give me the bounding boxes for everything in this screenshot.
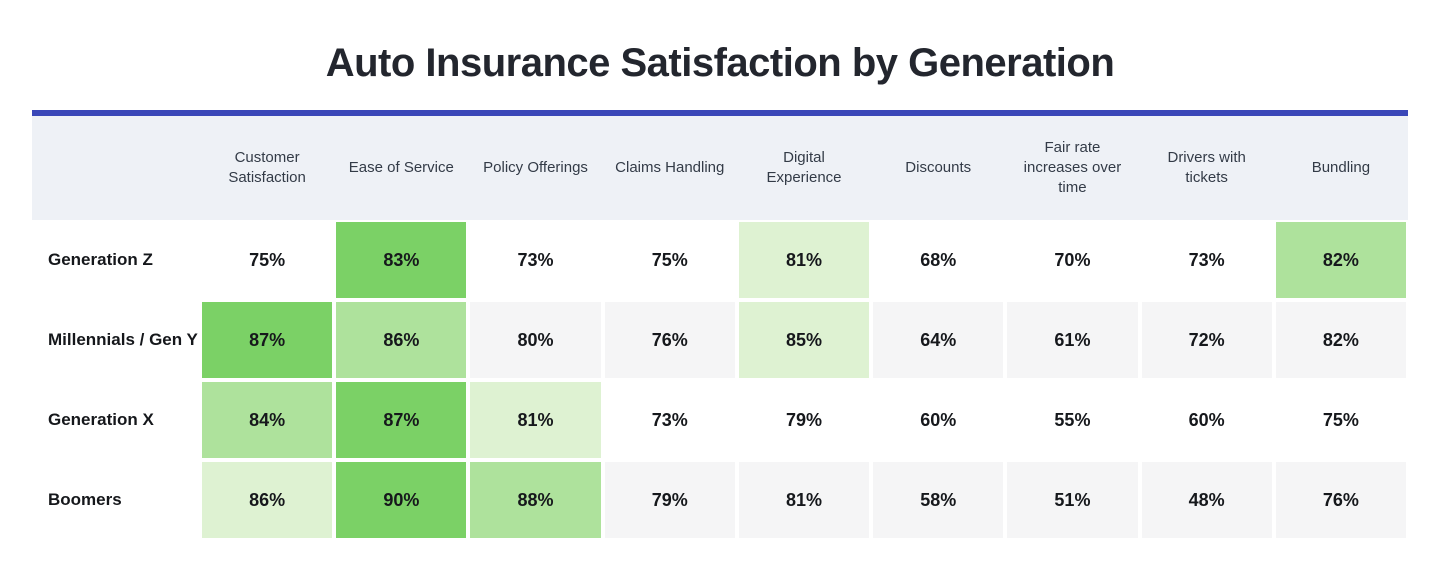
header-digital-experience: Digital Experience — [766, 148, 842, 186]
heat-cell: 81% — [738, 222, 870, 298]
heat-cell: 72% — [1141, 302, 1272, 378]
heat-cell: 76% — [604, 302, 735, 378]
heat-cell: 83% — [336, 222, 467, 298]
heat-cell: 80% — [470, 302, 601, 378]
heat-cell: 73% — [604, 382, 735, 458]
heat-cell: 73% — [470, 222, 601, 298]
heat-cell: 81% — [738, 462, 870, 538]
header-bundling: Bundling — [1311, 158, 1371, 176]
heat-cell: 64% — [873, 302, 1004, 378]
header-ease-of-service: Ease of Service — [348, 158, 454, 176]
heat-cell: 88% — [470, 462, 601, 538]
heat-cell: 79% — [738, 382, 870, 458]
header-discounts: Discounts — [905, 158, 972, 176]
heat-cell: 86% — [202, 462, 333, 538]
header-customer-satisfaction: Customer Satisfaction — [228, 148, 306, 186]
row-label: Millennials / Gen Y — [32, 300, 200, 380]
header-drivers-with-tickets: Drivers with tickets — [1167, 148, 1246, 186]
table-row-millennials-gen-y: Millennials / Gen Y 87% 86% 80% 76% 85% … — [32, 300, 1408, 380]
row-label: Generation X — [32, 380, 200, 460]
heat-cell: 55% — [1007, 382, 1138, 458]
table-row-generation-z: Generation Z 75% 83% 73% 75% 81% 68% 70%… — [32, 220, 1408, 300]
table-header-row: Customer Satisfaction Ease of Service Po… — [32, 116, 1408, 220]
header-fair-rate-increases: Fair rate increases over time — [1023, 138, 1122, 197]
heat-cell: 73% — [1141, 222, 1272, 298]
heat-cell: 48% — [1141, 462, 1272, 538]
heat-cell: 90% — [336, 462, 467, 538]
header-cell-empty — [32, 116, 200, 220]
heat-cell: 79% — [604, 462, 735, 538]
heat-cell: 51% — [1007, 462, 1138, 538]
satisfaction-heatmap-table: Customer Satisfaction Ease of Service Po… — [32, 116, 1408, 540]
heat-cell: 87% — [336, 382, 467, 458]
accent-divider — [32, 110, 1408, 116]
heat-cell: 75% — [604, 222, 735, 298]
table-row-boomers: Boomers 86% 90% 88% 79% 81% 58% 51% 48% … — [32, 460, 1408, 540]
heat-cell: 85% — [738, 302, 870, 378]
header-claims-handling: Claims Handling — [615, 158, 725, 176]
heat-cell: 70% — [1007, 222, 1138, 298]
heat-cell: 84% — [202, 382, 333, 458]
heat-cell: 86% — [336, 302, 467, 378]
heat-cell: 60% — [873, 382, 1004, 458]
heat-cell: 81% — [470, 382, 601, 458]
heat-cell: 60% — [1141, 382, 1272, 458]
row-label: Generation Z — [32, 220, 200, 300]
heat-cell: 82% — [1275, 222, 1406, 298]
heat-cell: 58% — [873, 462, 1004, 538]
header-policy-offerings: Policy Offerings — [483, 158, 588, 176]
heat-cell: 76% — [1275, 462, 1406, 538]
row-label: Boomers — [32, 460, 200, 540]
heat-cell: 75% — [202, 222, 333, 298]
page-container: Auto Insurance Satisfaction by Generatio… — [32, 41, 1408, 540]
heat-cell: 87% — [202, 302, 333, 378]
heat-cell: 75% — [1275, 382, 1406, 458]
heat-cell: 68% — [873, 222, 1004, 298]
page-title: Auto Insurance Satisfaction by Generatio… — [325, 41, 1115, 85]
heat-cell: 61% — [1007, 302, 1138, 378]
heat-cell: 82% — [1275, 302, 1406, 378]
table-row-generation-x: Generation X 84% 87% 81% 73% 79% 60% 55%… — [32, 380, 1408, 460]
